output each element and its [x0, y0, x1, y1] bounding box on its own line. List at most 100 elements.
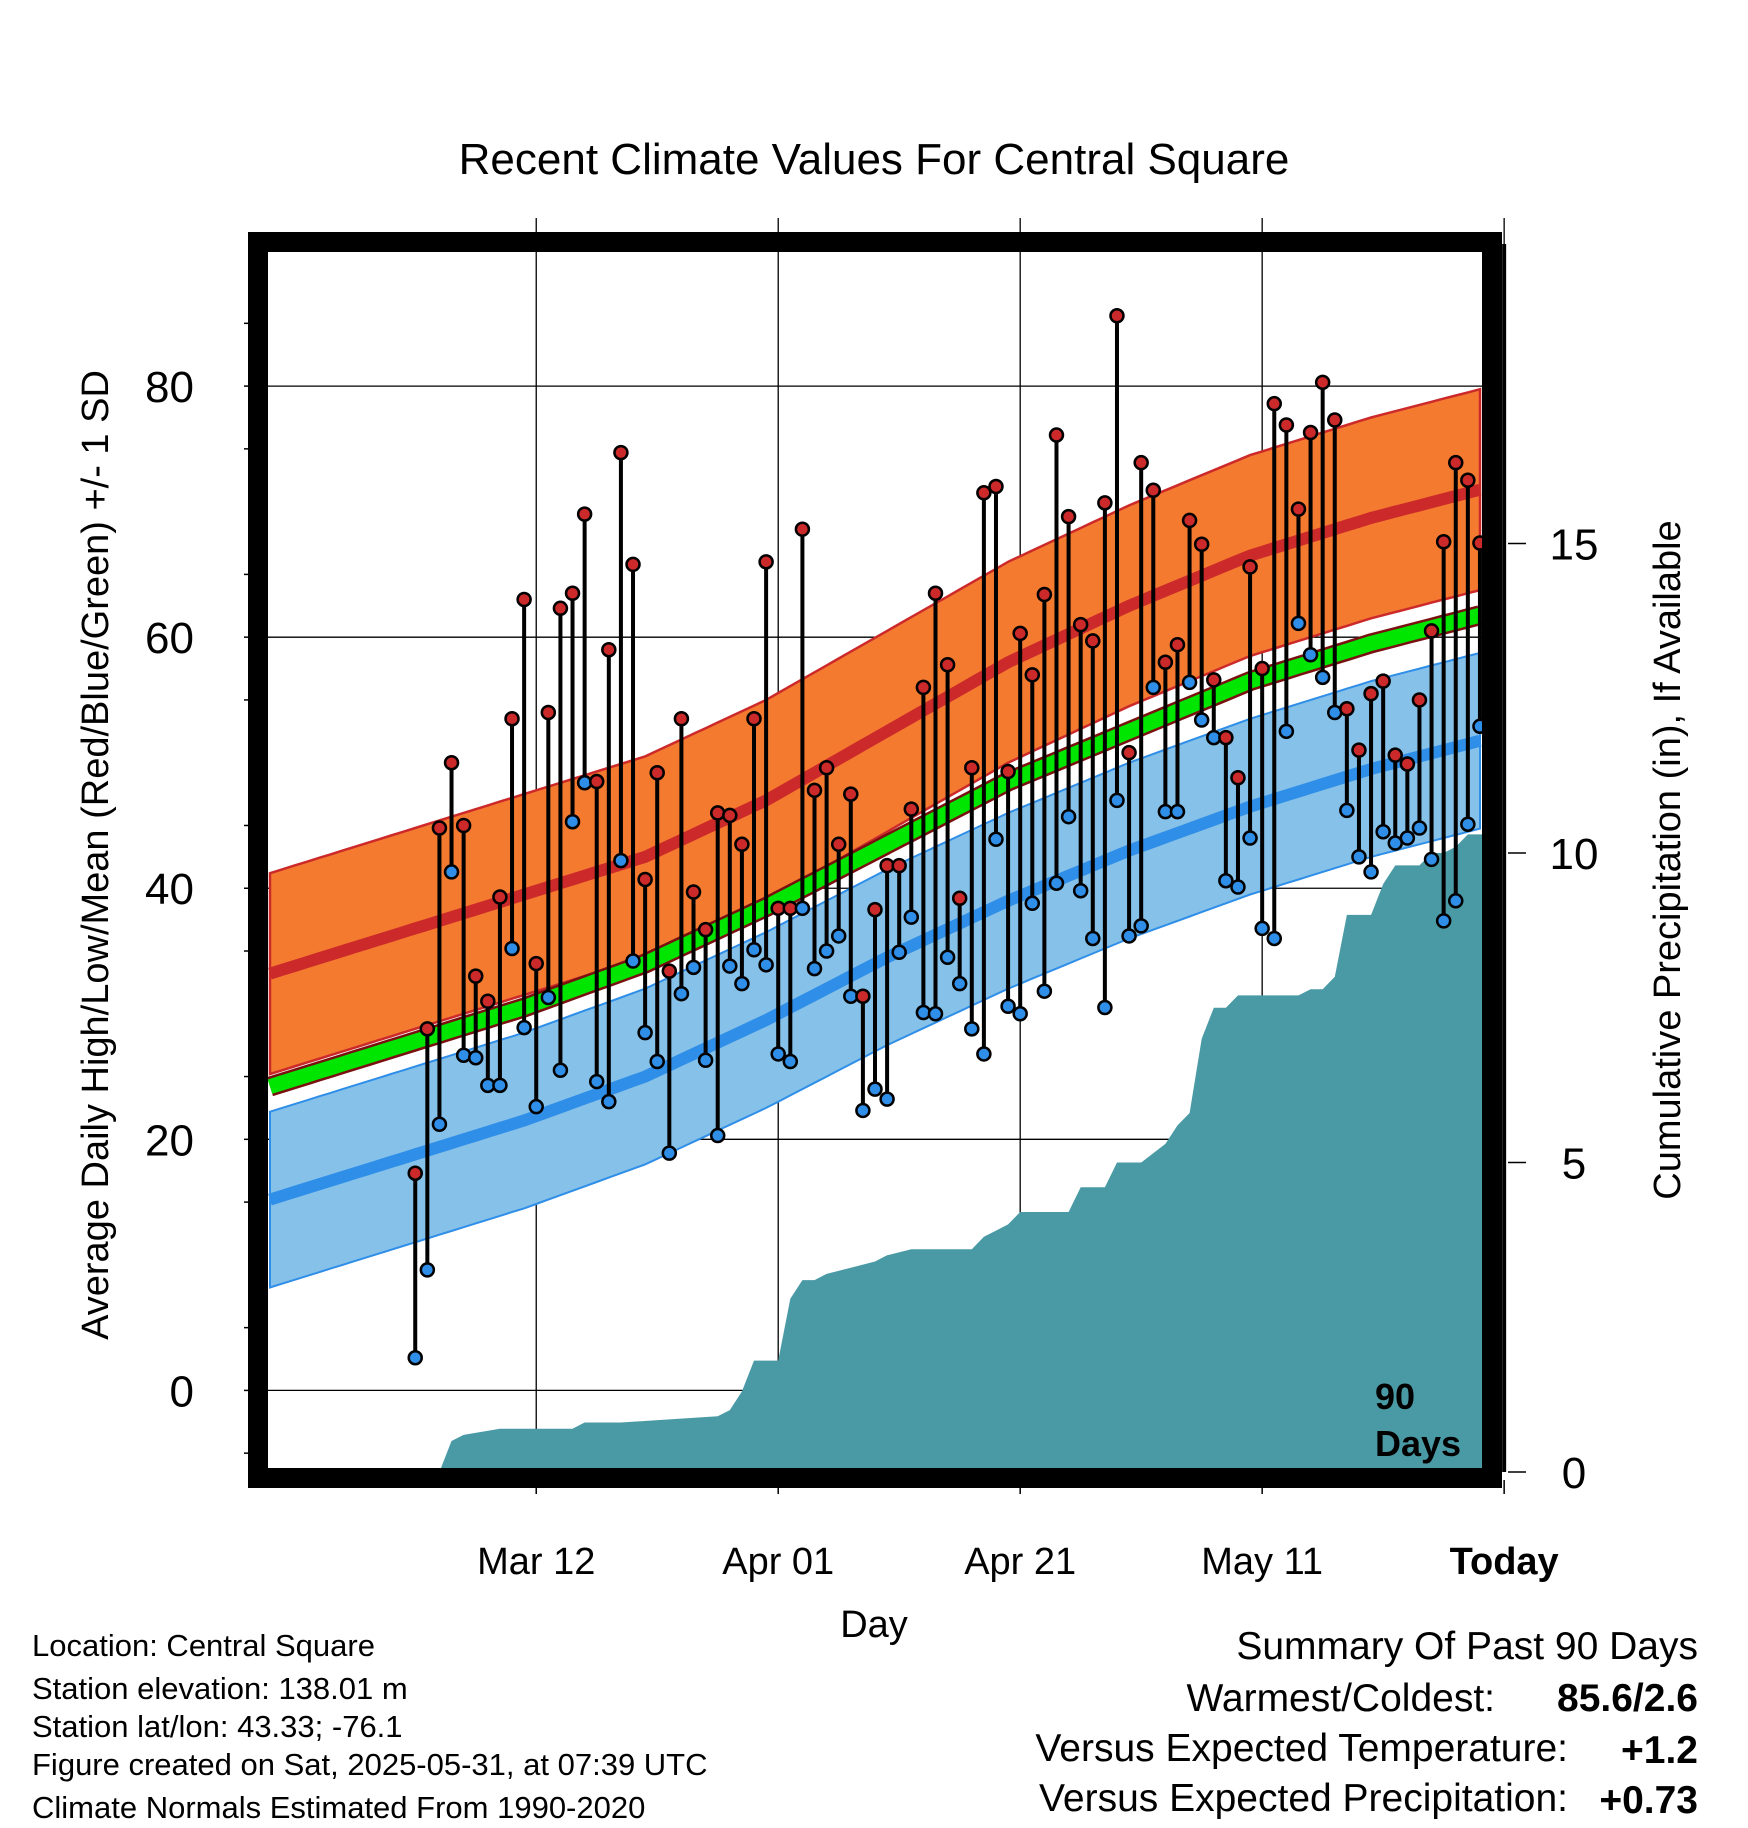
obs-high-point	[685, 884, 702, 900]
obs-low-point	[879, 1091, 895, 1107]
y2-axis-label: Cumulative Precipitation (in), If Availa…	[1647, 520, 1689, 1199]
obs-low-point	[830, 928, 847, 944]
obs-low-point	[697, 1052, 714, 1068]
axes: 0 20 40 60 80 0 5 10 15 Mar 12 Apr 01 Apr 21 May 11 T…	[145, 322, 1599, 1583]
obs-low-point	[1072, 883, 1089, 899]
obs-high-point	[1351, 742, 1367, 758]
obs-low-point	[1133, 918, 1149, 934]
obs-low-point	[1024, 895, 1041, 912]
obs-low-point	[455, 1047, 472, 1063]
obs-high-point	[951, 890, 968, 907]
obs-low-point	[443, 864, 460, 880]
obs-high-point	[818, 759, 835, 776]
obs-high-point	[564, 585, 581, 601]
obs-low-point	[625, 953, 641, 969]
obs-high-point	[1290, 501, 1307, 517]
footer-info: Location: Central Square Station elevati…	[32, 1628, 708, 1825]
summary-precip-label: Versus Expected Precipitation:	[1039, 1777, 1568, 1820]
obs-high-point	[1012, 625, 1028, 642]
obs-low-point	[951, 975, 968, 992]
obs-low-point	[1375, 824, 1391, 840]
obs-low-point	[1218, 872, 1234, 889]
obs-low-point	[770, 1046, 786, 1062]
obs-low-point	[419, 1262, 436, 1278]
obs-high-point	[709, 805, 726, 821]
obs-high-point	[637, 871, 653, 888]
obs-low-point	[1000, 998, 1016, 1015]
plot-border	[248, 232, 1502, 1488]
obs-low-point	[1048, 875, 1065, 891]
obs-low-point	[1121, 928, 1137, 944]
obs-high-point	[1024, 667, 1041, 683]
x-tick-label: Apr 21	[964, 1541, 1076, 1583]
obs-low-point	[1169, 803, 1186, 820]
obs-low-point	[1351, 849, 1367, 865]
obs-low-point	[855, 1102, 871, 1119]
summary-temp-label: Versus Expected Temperature:	[1035, 1727, 1568, 1770]
obs-high-point	[1169, 636, 1186, 653]
obs-low-point	[1339, 802, 1355, 819]
obs-high-point	[673, 711, 690, 727]
obs-high-point	[1109, 308, 1125, 324]
obs-low-point	[1399, 830, 1416, 846]
obs-high-point	[1448, 454, 1464, 471]
obs-low-point	[782, 1053, 799, 1070]
obs-high-point	[492, 889, 508, 905]
today-days-label-1: 90	[1375, 1376, 1415, 1417]
footer-location: Location: Central Square	[32, 1628, 375, 1663]
obs-high-point	[746, 711, 762, 727]
obs-high-point	[419, 1021, 436, 1037]
obs-high-point	[867, 901, 883, 918]
obs-high-point	[1339, 700, 1355, 717]
obs-low-point	[613, 852, 629, 869]
obs-low-point	[903, 909, 920, 925]
obs-high-point	[1036, 586, 1053, 603]
obs-high-point	[661, 963, 678, 979]
obs-low-point	[528, 1098, 544, 1115]
obs-low-point	[1193, 712, 1210, 728]
obs-high-point	[649, 765, 665, 781]
y2-tick-label: 10	[1550, 830, 1599, 879]
obs-low-point	[1060, 808, 1077, 825]
obs-high-point	[528, 955, 544, 972]
obs-low-point	[976, 1046, 992, 1062]
obs-high-point	[964, 759, 980, 776]
obs-low-point	[1097, 999, 1113, 1016]
obs-high-point	[1193, 536, 1210, 553]
obs-low-point	[806, 960, 823, 977]
x-tick-label: Apr 01	[722, 1541, 834, 1583]
obs-low-point	[1254, 920, 1270, 937]
y2-tick-label: 5	[1562, 1140, 1586, 1189]
obs-high-point	[1423, 623, 1440, 639]
y2-tick-label: 15	[1550, 521, 1599, 570]
obs-low-point	[407, 1350, 423, 1366]
obs-high-point	[734, 836, 750, 853]
obs-high-point	[1266, 395, 1283, 412]
y-tick-label: 20	[145, 1116, 194, 1165]
obs-low-point	[1302, 646, 1319, 663]
obs-low-point	[1145, 679, 1162, 696]
summary-temp-value: +1.2	[1621, 1729, 1698, 1772]
mean-normal-band	[267, 607, 1482, 1094]
today-days-label-2: Days	[1375, 1423, 1461, 1464]
obs-low-point	[1278, 723, 1295, 740]
obs-high-point	[1181, 512, 1198, 529]
obs-low-point	[1363, 864, 1379, 880]
obs-high-point	[625, 556, 641, 573]
plot-frame	[248, 232, 1507, 1488]
obs-high-point	[467, 968, 484, 984]
obs-high-point	[1302, 424, 1319, 441]
obs-high-point	[552, 600, 569, 617]
obs-low-point	[1314, 669, 1331, 686]
obs-high-point	[1327, 412, 1343, 428]
obs-low-point	[891, 944, 907, 961]
y-tick-label: 0	[170, 1367, 194, 1416]
summary-panel: Summary Of Past 90 Days Warmest/Coldest:…	[1035, 1625, 1698, 1822]
x-tick-label: Mar 12	[477, 1541, 595, 1583]
obs-low-point	[504, 940, 520, 957]
obs-high-point	[915, 679, 932, 696]
obs-low-point	[964, 1021, 980, 1037]
obs-high-point	[794, 521, 811, 537]
obs-high-point	[1460, 472, 1476, 488]
high-normal-line	[268, 483, 1482, 980]
